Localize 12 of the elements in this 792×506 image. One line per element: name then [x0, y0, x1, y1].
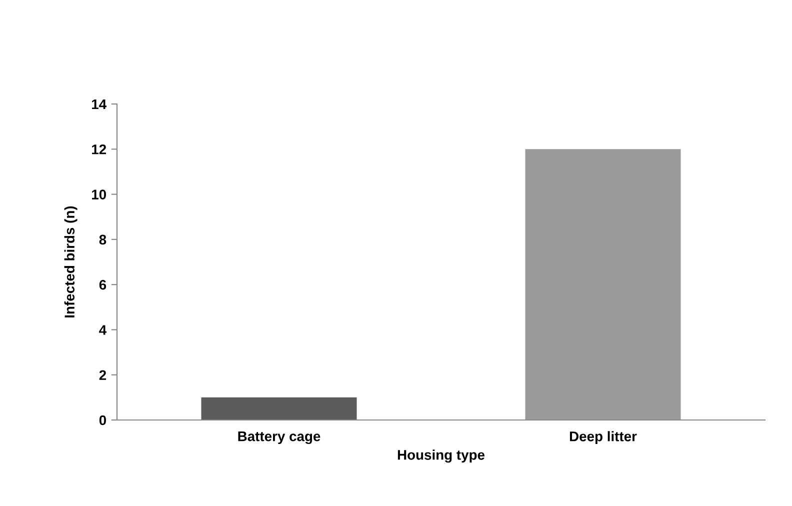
y-tick-label: 14: [92, 99, 107, 110]
y-tick-label: 10: [92, 190, 106, 200]
y-axis-title: Infected birds (n): [64, 206, 78, 318]
x-tick-label: Battery cage: [238, 432, 320, 444]
y-tick-label: 4: [99, 325, 107, 335]
x-axis-title: Housing type: [398, 450, 485, 463]
x-tick-label: Deep litter: [570, 431, 637, 444]
y-tick-label: 0: [99, 415, 106, 426]
y-tick-label: 6: [99, 280, 106, 290]
y-tick-label: 12: [92, 144, 106, 154]
y-tick-label: 2: [99, 370, 106, 380]
y-tick-label: 8: [99, 234, 106, 245]
